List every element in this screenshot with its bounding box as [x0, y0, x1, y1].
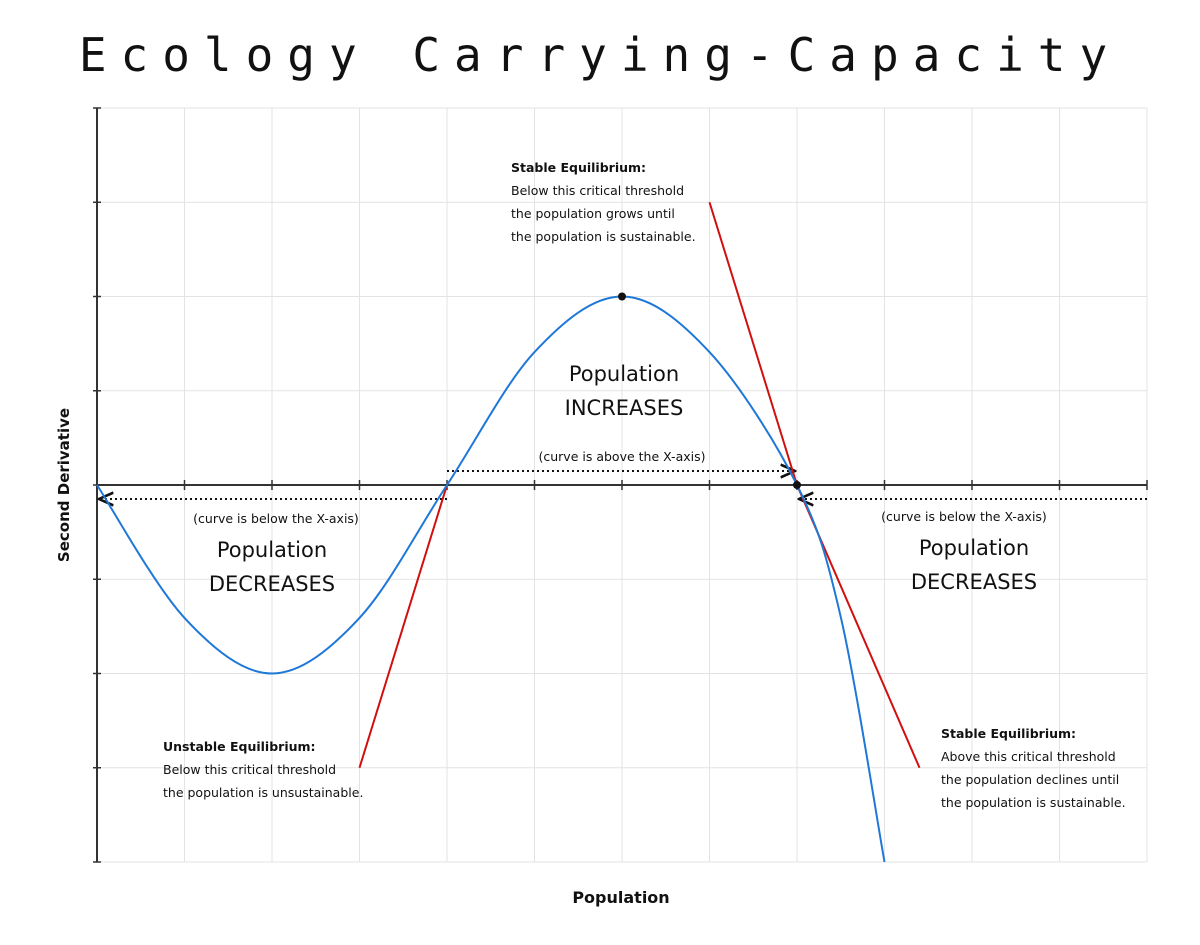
region-line: Population	[918, 536, 1030, 560]
note-heading: Unstable Equilibrium:	[163, 739, 316, 754]
region-line: Population	[568, 362, 680, 386]
population-curve	[96, 295, 886, 863]
curve-point	[618, 292, 626, 301]
region-left-note: (curve is below the X-axis)	[193, 511, 359, 526]
region-line: INCREASES	[564, 396, 684, 420]
region-right-note: (curve is below the X-axis)	[881, 509, 1047, 524]
note-heading: Stable Equilibrium:	[511, 160, 647, 175]
note-line: the population declines until	[941, 772, 1120, 787]
note-line: the population is unsustainable.	[163, 785, 364, 800]
region-right-label: Population DECREASES	[911, 531, 1037, 599]
note-line: the population is sustainable.	[941, 795, 1126, 810]
tangent-line	[708, 201, 798, 486]
tangent-line	[358, 484, 448, 769]
chart-title: Ecology Carrying-Capacity	[78, 28, 1122, 82]
region-middle-note: (curve is above the X-axis)	[538, 449, 706, 464]
curve-group	[96, 295, 886, 863]
region-middle-label: Population INCREASES	[565, 357, 684, 425]
region-line: Population	[216, 538, 328, 562]
curve-point	[793, 481, 801, 489]
unstable-equilibrium-note: Unstable Equilibrium: Below this critica…	[163, 735, 363, 804]
note-line: the population grows until	[511, 206, 675, 221]
note-line: Below this critical threshold	[511, 183, 685, 198]
region-line: DECREASES	[910, 570, 1038, 594]
note-line: the population is sustainable.	[511, 229, 696, 244]
region-line: DECREASES	[208, 572, 336, 596]
note-line: Above this critical threshold	[941, 749, 1116, 764]
region-left-label: Population DECREASES	[209, 533, 335, 601]
y-axis-label: Second Derivative	[55, 407, 73, 563]
stable-equilibrium-right-note: Stable Equilibrium: Above this critical …	[941, 722, 1126, 814]
stable-equilibrium-top-note: Stable Equilibrium: Below this critical …	[511, 156, 696, 248]
marked-points	[618, 292, 801, 489]
x-axis-label: Population	[572, 888, 670, 907]
dotted-indicators	[99, 471, 1147, 499]
note-heading: Stable Equilibrium:	[941, 726, 1077, 741]
note-line: Below this critical threshold	[163, 762, 337, 777]
